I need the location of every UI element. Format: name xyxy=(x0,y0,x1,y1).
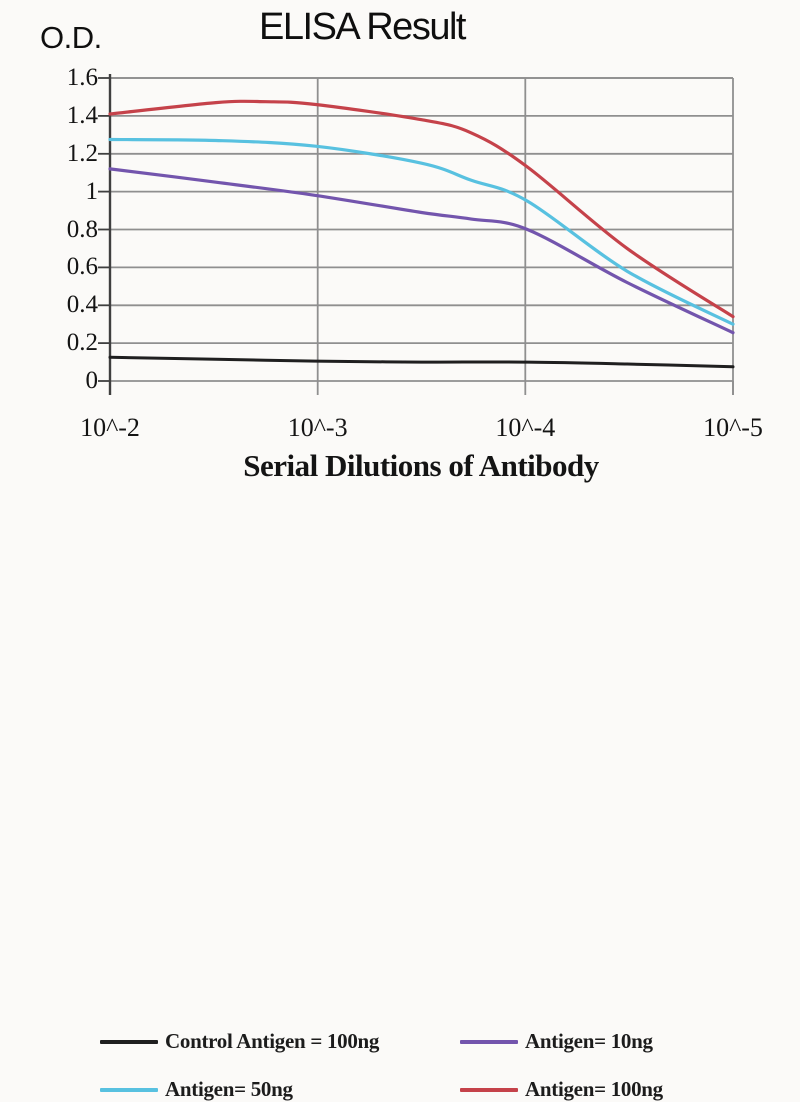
series-line-3 xyxy=(108,99,735,319)
y-tick-label: 0.4 xyxy=(66,291,98,319)
y-axis-label: O.D. xyxy=(40,20,102,55)
legend-line-swatch xyxy=(100,1087,158,1092)
x-tick-label: 10^-5 xyxy=(703,413,763,442)
legend-label: Control Antigen = 100ng xyxy=(165,1029,380,1053)
legend-item-control-antigen-100ng: Control Antigen = 100ng xyxy=(100,1029,379,1054)
y-tick-label: 1 xyxy=(85,177,99,205)
x-tick-label: 10^-3 xyxy=(287,413,348,442)
series-line-2 xyxy=(108,137,735,326)
y-tick-label: 1.6 xyxy=(66,64,98,91)
legend-item-antigen-100ng: Antigen= 100ng xyxy=(460,1077,663,1102)
legend-label: Antigen= 100ng xyxy=(525,1077,663,1101)
plot-area xyxy=(98,74,735,395)
series-line-0 xyxy=(108,355,735,369)
legend-label: Antigen= 50ng xyxy=(165,1077,293,1101)
y-tick-label: 1.4 xyxy=(66,101,98,129)
x-tick-label: 10^-2 xyxy=(80,413,140,442)
y-tick-label: 0.2 xyxy=(66,329,98,357)
legend-item-antigen-50ng: Antigen= 50ng xyxy=(100,1077,293,1102)
legend-label: Antigen= 10ng xyxy=(525,1029,653,1053)
y-tick-label: 0.6 xyxy=(66,253,98,281)
chart-title: ELISA Result xyxy=(259,6,466,48)
y-tick-label: 1.2 xyxy=(66,139,98,167)
x-axis-label: Serial Dilutions of Antibody xyxy=(243,448,599,483)
legend-line-swatch xyxy=(460,1039,518,1044)
y-tick-label: 0 xyxy=(85,367,99,394)
x-tick-label: 10^-4 xyxy=(495,413,556,442)
series-line-1 xyxy=(108,167,735,335)
legend: Control Antigen = 100ng Antigen= 10ng An… xyxy=(0,510,800,1101)
legend-item-antigen-10ng: Antigen= 10ng xyxy=(460,1029,653,1054)
y-tick-label: 0.8 xyxy=(66,215,98,243)
legend-line-swatch xyxy=(100,1039,158,1044)
legend-line-swatch xyxy=(460,1087,518,1092)
